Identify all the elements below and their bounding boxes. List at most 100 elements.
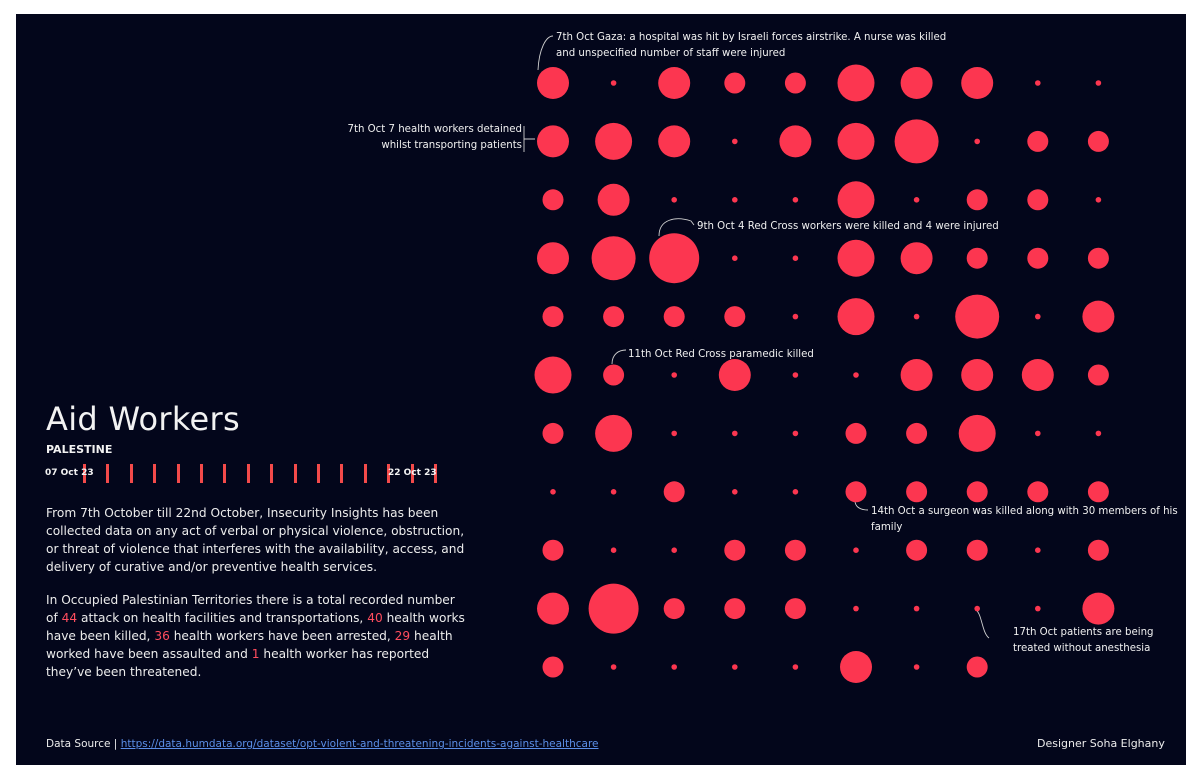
data-dot bbox=[837, 122, 875, 160]
annotation-oct11-paramedic: 11th Oct Red Cross paramedic killed bbox=[628, 347, 814, 363]
data-dot bbox=[837, 239, 875, 277]
data-dot bbox=[732, 664, 738, 670]
timeline-tick bbox=[223, 464, 227, 483]
data-dot bbox=[1027, 247, 1049, 269]
timeline-start-label: 07 Oct 23 bbox=[45, 468, 94, 478]
data-dot bbox=[845, 422, 867, 444]
data-dot bbox=[1035, 313, 1041, 320]
data-dot bbox=[663, 306, 685, 328]
data-dot bbox=[671, 664, 677, 670]
data-dot bbox=[1087, 364, 1109, 386]
annotation-line: family bbox=[871, 522, 903, 533]
data-dot bbox=[837, 181, 875, 219]
annotation-oct9-red-cross: 9th Oct 4 Red Cross workers were killed … bbox=[697, 219, 999, 235]
data-dot bbox=[1035, 605, 1041, 612]
data-dot bbox=[837, 298, 875, 336]
timeline-tick bbox=[293, 464, 297, 483]
data-dot bbox=[853, 605, 859, 612]
data-dot bbox=[595, 414, 633, 452]
data-dot bbox=[1082, 300, 1115, 333]
timeline-tick bbox=[153, 464, 157, 483]
stat-text: In Occupied Palestinian Territories ther… bbox=[46, 593, 455, 625]
timeline-tick bbox=[83, 464, 86, 483]
data-dot bbox=[1027, 189, 1049, 211]
dot-grid-chart bbox=[523, 35, 1115, 683]
annotation-line: and unspecified number of staff were inj… bbox=[556, 48, 786, 59]
stat-text: health worked have been assaulted and bbox=[46, 629, 453, 661]
data-dot bbox=[610, 547, 617, 553]
data-dot bbox=[961, 359, 994, 391]
data-dot bbox=[671, 547, 677, 553]
data-dot bbox=[1082, 592, 1115, 625]
data-dot bbox=[663, 481, 685, 503]
stat-text: health works have been killed, bbox=[46, 611, 465, 643]
timeline-tick bbox=[434, 464, 437, 483]
data-dot bbox=[1035, 80, 1041, 86]
data-dot bbox=[649, 233, 700, 284]
data-dot bbox=[958, 414, 996, 452]
data-dot bbox=[603, 306, 625, 328]
data-dot bbox=[894, 119, 939, 164]
data-dot bbox=[1021, 359, 1054, 391]
data-dot bbox=[671, 197, 677, 203]
data-dot bbox=[610, 80, 617, 86]
timeline-tick bbox=[317, 464, 320, 483]
data-dot bbox=[534, 356, 572, 394]
data-dot bbox=[966, 481, 988, 503]
leader-line bbox=[523, 126, 535, 152]
data-dot bbox=[610, 664, 617, 670]
stat-text: health worker has reported they’ve been … bbox=[46, 647, 430, 679]
description-paragraph: From 7th October till 22nd October, Inse… bbox=[46, 506, 465, 574]
data-dot bbox=[537, 242, 569, 275]
data-dot bbox=[595, 122, 633, 160]
data-dot bbox=[906, 481, 928, 503]
data-dot bbox=[966, 539, 988, 561]
timeline-tick bbox=[410, 464, 414, 483]
data-dot bbox=[906, 539, 928, 561]
annotation-line: 14th Oct a surgeon was killed along with… bbox=[871, 506, 1178, 517]
data-source-link[interactable]: https://data.humdata.org/dataset/opt-vio… bbox=[120, 738, 599, 750]
data-dot bbox=[792, 255, 799, 261]
data-dot bbox=[966, 656, 988, 678]
data-dot bbox=[1027, 130, 1049, 152]
stat-arrested-count: 36 bbox=[154, 629, 170, 643]
data-dot bbox=[724, 539, 746, 561]
timeline-tick bbox=[340, 464, 344, 483]
data-dot bbox=[792, 489, 799, 495]
leader-line bbox=[975, 609, 990, 639]
data-dot bbox=[537, 592, 569, 625]
designer-credit: Designer Soha Elghany bbox=[1037, 737, 1165, 750]
data-dot bbox=[913, 197, 920, 203]
annotation-oct7-hospital: 7th Oct Gaza: a hospital was hit by Isra… bbox=[556, 30, 946, 62]
annotation-oct14-surgeon: 14th Oct a surgeon was killed along with… bbox=[871, 504, 1178, 536]
annotation-line: 7th Oct 7 health workers detained bbox=[347, 124, 522, 135]
stat-attacks-count: 44 bbox=[61, 611, 78, 625]
data-dot bbox=[542, 656, 564, 678]
data-dot bbox=[724, 306, 746, 328]
annotation-line: treated without anesthesia bbox=[1013, 643, 1151, 654]
data-dot bbox=[792, 430, 799, 437]
data-dot bbox=[792, 313, 799, 320]
stat-text: attack on health facilities and transpor… bbox=[77, 611, 368, 625]
data-dot bbox=[542, 539, 564, 561]
data-dot bbox=[974, 138, 980, 145]
data-dot bbox=[966, 189, 988, 211]
leader-line bbox=[658, 218, 695, 237]
data-dot bbox=[671, 430, 677, 437]
data-dot bbox=[732, 489, 738, 495]
timeline-end-label: 22 Oct 23 bbox=[388, 468, 437, 478]
data-dot bbox=[597, 183, 630, 216]
data-dot bbox=[732, 138, 738, 145]
data-dot bbox=[792, 372, 799, 378]
data-dot bbox=[1087, 130, 1109, 152]
data-dot bbox=[1027, 481, 1049, 503]
data-dot bbox=[1087, 247, 1109, 269]
stat-assaulted-count: 29 bbox=[394, 629, 411, 643]
data-dot bbox=[906, 422, 928, 444]
data-dot bbox=[550, 489, 556, 495]
data-dot bbox=[1035, 547, 1041, 553]
annotation-oct17-anesthesia: 17th Oct patients are being treated with… bbox=[1013, 625, 1154, 657]
data-dot bbox=[1035, 430, 1041, 437]
data-dot bbox=[1095, 430, 1102, 437]
data-dot bbox=[961, 67, 994, 99]
